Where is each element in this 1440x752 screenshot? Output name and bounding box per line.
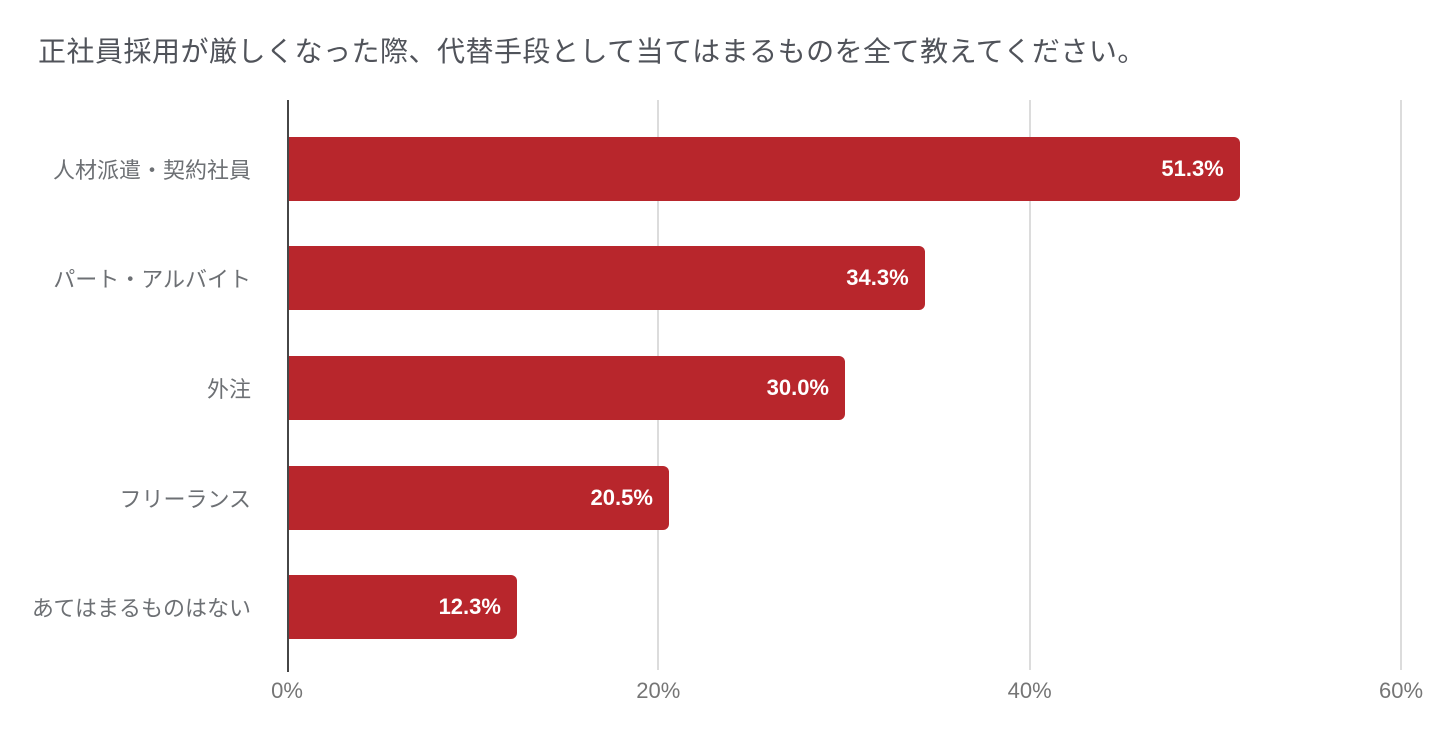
bar-value-label: 12.3% [438, 594, 501, 620]
x-tick-label: 40% [1007, 678, 1052, 703]
bar-value-label: 20.5% [590, 484, 653, 510]
bars-container: 51.3% 34.3% 30.0% 20.5% 12.3% [289, 114, 1401, 662]
bar-4: 20.5% [289, 465, 669, 530]
category-label: 人材派遣・契約社員 [52, 157, 251, 183]
bar-value-label: 30.0% [766, 374, 829, 400]
x-axis: 0% 20% 40% 60% [271, 678, 1423, 708]
zero-tick-mark [287, 662, 289, 672]
chart-title: 正社員採用が厳しくなった際、代替手段として当てはまるものを全て教えてください。 [38, 36, 1146, 67]
x-tick-label: 20% [636, 678, 681, 703]
plot-area: 51.3% 34.3% 30.0% 20.5% 12.3% [287, 100, 1402, 672]
bar-row: 20.5% [289, 443, 1401, 553]
bar-row: 51.3% [289, 114, 1401, 224]
bar-row: 34.3% [289, 224, 1401, 334]
category-label: パート・アルバイト [53, 267, 251, 293]
category-label: 外注 [206, 376, 251, 402]
gridline-40 [1028, 100, 1031, 670]
bar-1: 51.3% [289, 136, 1240, 201]
bar-5: 12.3% [289, 575, 517, 640]
category-label: フリーランス [119, 486, 251, 512]
bar-3: 30.0% [289, 355, 845, 420]
bar-row: 30.0% [289, 333, 1401, 443]
category-label: あてはまるものはない [31, 596, 251, 622]
bar-value-label: 51.3% [1161, 155, 1224, 181]
bar-2: 34.3% [289, 246, 925, 311]
y-axis-line [287, 100, 289, 662]
bar-row: 12.3% [289, 552, 1401, 662]
category-axis: 人材派遣・契約社員 パート・アルバイト外注フリーランスあてはまるものはない [0, 114, 269, 662]
bar-value-label: 34.3% [846, 265, 909, 291]
x-tick-label: 0% [271, 678, 303, 703]
gridline-60 [1400, 100, 1402, 670]
x-tick-label: 60% [1378, 678, 1424, 703]
